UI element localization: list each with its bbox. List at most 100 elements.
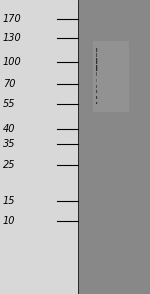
- Bar: [97, 65, 98, 71]
- Bar: [96, 79, 97, 82]
- Bar: [0, 0, 78, 294]
- Bar: [96, 53, 97, 57]
- Bar: [96, 90, 97, 93]
- Bar: [96, 58, 97, 64]
- Bar: [97, 53, 98, 57]
- Bar: [97, 72, 98, 76]
- Bar: [96, 58, 97, 64]
- Bar: [96, 48, 97, 52]
- Bar: [96, 58, 97, 64]
- Text: 100: 100: [3, 57, 22, 67]
- Bar: [97, 58, 98, 64]
- Bar: [96, 58, 97, 64]
- Bar: [96, 96, 97, 99]
- Bar: [96, 90, 97, 93]
- Bar: [96, 65, 97, 71]
- Bar: [96, 72, 97, 76]
- Bar: [97, 79, 98, 82]
- Bar: [97, 90, 98, 93]
- Bar: [96, 72, 97, 76]
- Bar: [96, 96, 97, 99]
- Bar: [96, 53, 97, 57]
- Bar: [97, 65, 98, 71]
- Bar: [97, 72, 98, 76]
- Bar: [96, 102, 97, 104]
- Bar: [96, 53, 97, 57]
- Bar: [97, 58, 98, 64]
- Bar: [96, 90, 97, 93]
- Bar: [96, 72, 97, 76]
- Bar: [96, 53, 97, 57]
- Bar: [97, 102, 98, 104]
- Bar: [96, 96, 97, 99]
- Bar: [97, 58, 98, 64]
- Bar: [96, 53, 97, 57]
- Text: 35: 35: [3, 139, 15, 149]
- Bar: [96, 90, 97, 93]
- Text: 130: 130: [3, 33, 22, 43]
- Bar: [97, 53, 98, 57]
- Bar: [96, 79, 97, 82]
- Bar: [97, 96, 98, 99]
- Bar: [97, 53, 98, 57]
- Bar: [96, 72, 97, 76]
- Bar: [96, 102, 97, 104]
- Bar: [96, 79, 97, 82]
- Bar: [97, 65, 98, 71]
- Bar: [96, 65, 97, 71]
- Bar: [96, 72, 97, 76]
- Bar: [96, 102, 97, 104]
- Bar: [96, 48, 97, 52]
- Text: 70: 70: [3, 79, 15, 89]
- Bar: [96, 53, 97, 57]
- Bar: [96, 90, 97, 93]
- Bar: [97, 48, 98, 52]
- Text: 15: 15: [3, 196, 15, 206]
- Bar: [97, 58, 98, 64]
- Bar: [96, 102, 97, 104]
- Bar: [96, 65, 97, 71]
- Bar: [97, 58, 98, 64]
- Bar: [97, 72, 98, 76]
- Bar: [97, 72, 98, 76]
- Bar: [96, 102, 97, 104]
- Bar: [96, 96, 97, 99]
- Bar: [96, 72, 97, 76]
- Bar: [96, 72, 97, 76]
- Bar: [96, 85, 97, 88]
- Bar: [96, 53, 97, 57]
- Bar: [96, 48, 97, 52]
- Bar: [97, 72, 98, 76]
- Bar: [96, 90, 97, 93]
- Bar: [96, 53, 97, 57]
- Bar: [96, 72, 97, 76]
- Bar: [96, 79, 97, 82]
- Bar: [96, 96, 97, 99]
- Bar: [96, 79, 97, 82]
- Bar: [96, 58, 97, 64]
- Bar: [96, 79, 97, 82]
- Bar: [96, 90, 97, 93]
- Bar: [96, 85, 97, 88]
- Bar: [96, 85, 97, 88]
- Bar: [96, 58, 97, 64]
- Bar: [96, 79, 97, 82]
- Bar: [96, 58, 97, 64]
- Bar: [96, 96, 97, 99]
- Bar: [97, 102, 98, 104]
- Bar: [97, 48, 98, 52]
- Bar: [96, 90, 97, 93]
- Bar: [96, 96, 97, 99]
- Bar: [96, 79, 97, 82]
- Bar: [97, 79, 98, 82]
- Bar: [97, 96, 98, 99]
- Bar: [96, 102, 97, 104]
- Bar: [96, 90, 97, 93]
- Bar: [96, 48, 97, 52]
- Bar: [96, 96, 97, 99]
- Bar: [97, 96, 98, 99]
- Bar: [96, 58, 97, 64]
- Bar: [96, 85, 97, 88]
- Bar: [96, 85, 97, 88]
- Bar: [97, 79, 98, 82]
